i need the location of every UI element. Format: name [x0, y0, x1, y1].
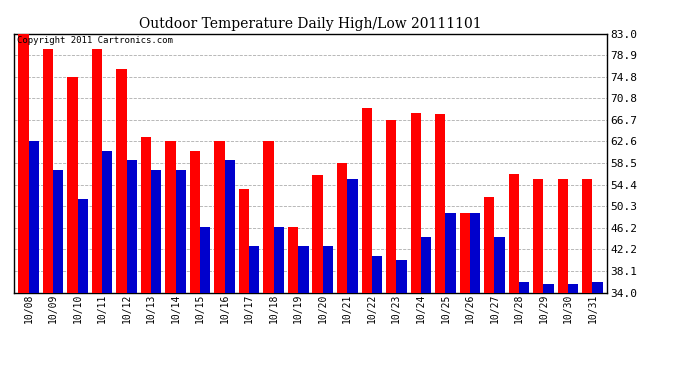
Bar: [117, 69, 126, 292]
Bar: [323, 246, 333, 292]
Bar: [92, 48, 102, 292]
Bar: [484, 198, 495, 292]
Bar: [249, 246, 259, 292]
Bar: [166, 141, 176, 292]
Bar: [386, 120, 396, 292]
Bar: [313, 175, 323, 292]
Bar: [411, 113, 421, 292]
Bar: [337, 163, 347, 292]
Bar: [126, 160, 137, 292]
Bar: [215, 141, 225, 292]
Title: Outdoor Temperature Daily High/Low 20111101: Outdoor Temperature Daily High/Low 20111…: [139, 17, 482, 31]
Bar: [470, 213, 480, 292]
Bar: [141, 137, 151, 292]
Bar: [347, 180, 357, 292]
Bar: [298, 246, 308, 292]
Text: Copyright 2011 Cartronics.com: Copyright 2011 Cartronics.com: [17, 36, 172, 45]
Bar: [593, 282, 603, 292]
Bar: [102, 151, 112, 292]
Bar: [151, 170, 161, 292]
Bar: [533, 180, 544, 292]
Bar: [372, 255, 382, 292]
Bar: [362, 108, 372, 292]
Bar: [435, 114, 445, 292]
Bar: [519, 282, 529, 292]
Bar: [495, 237, 504, 292]
Bar: [568, 284, 578, 292]
Bar: [225, 160, 235, 292]
Bar: [43, 48, 53, 292]
Bar: [558, 180, 568, 292]
Bar: [200, 227, 210, 292]
Bar: [264, 141, 274, 292]
Bar: [460, 213, 470, 292]
Bar: [421, 237, 431, 292]
Bar: [67, 77, 77, 292]
Bar: [544, 284, 554, 292]
Bar: [28, 141, 39, 292]
Bar: [190, 151, 200, 292]
Bar: [509, 174, 519, 292]
Bar: [445, 213, 455, 292]
Bar: [288, 227, 298, 292]
Bar: [396, 260, 406, 292]
Bar: [53, 170, 63, 292]
Bar: [18, 34, 28, 292]
Bar: [239, 189, 249, 292]
Bar: [176, 170, 186, 292]
Bar: [582, 180, 593, 292]
Bar: [77, 198, 88, 292]
Bar: [274, 227, 284, 292]
